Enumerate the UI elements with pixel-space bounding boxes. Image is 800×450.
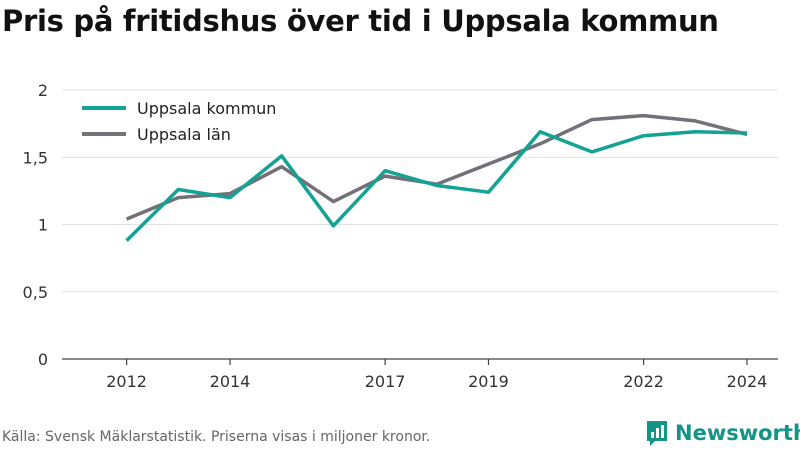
line-chart: 0 0,5 1 1,5 2 2012 2014 2017 2019 2022 2024 Uppsa… [23, 81, 778, 391]
brand-name: Newsworthy [675, 421, 800, 445]
x-axis: 2012 2014 2017 2019 2022 2024 [62, 358, 778, 391]
x-tick-label: 2012 [106, 372, 147, 391]
gridlines [62, 89, 778, 293]
chart-title: Pris på fritidshus över tid i Uppsala ko… [2, 4, 719, 38]
y-tick-label: 1 [38, 216, 48, 235]
series-lines [125, 113, 748, 242]
x-tick-label: 2019 [468, 372, 509, 391]
y-tick-label: 2 [38, 81, 48, 100]
newsworthy-logo-icon [647, 421, 667, 446]
source-note: Källa: Svensk Mäklarstatistik. Priserna … [2, 429, 431, 445]
legend-label: Uppsala kommun [137, 99, 276, 118]
x-tick-label: 2014 [210, 372, 251, 391]
legend-label: Uppsala län [137, 125, 231, 144]
brand-logo[interactable]: Newsworthy [645, 418, 800, 448]
x-tick-label: 2022 [623, 372, 664, 391]
y-tick-label: 1,5 [23, 148, 48, 167]
series-line-uppsala-kommun [125, 129, 748, 242]
x-tick-label: 2017 [365, 372, 406, 391]
y-tick-label: 0,5 [23, 283, 48, 302]
x-tick-label: 2024 [727, 372, 768, 391]
y-axis-tick-labels: 0 0,5 1 1,5 2 [23, 81, 48, 369]
legend: Uppsala kommun Uppsala län [82, 99, 276, 144]
y-tick-label: 0 [38, 350, 48, 369]
